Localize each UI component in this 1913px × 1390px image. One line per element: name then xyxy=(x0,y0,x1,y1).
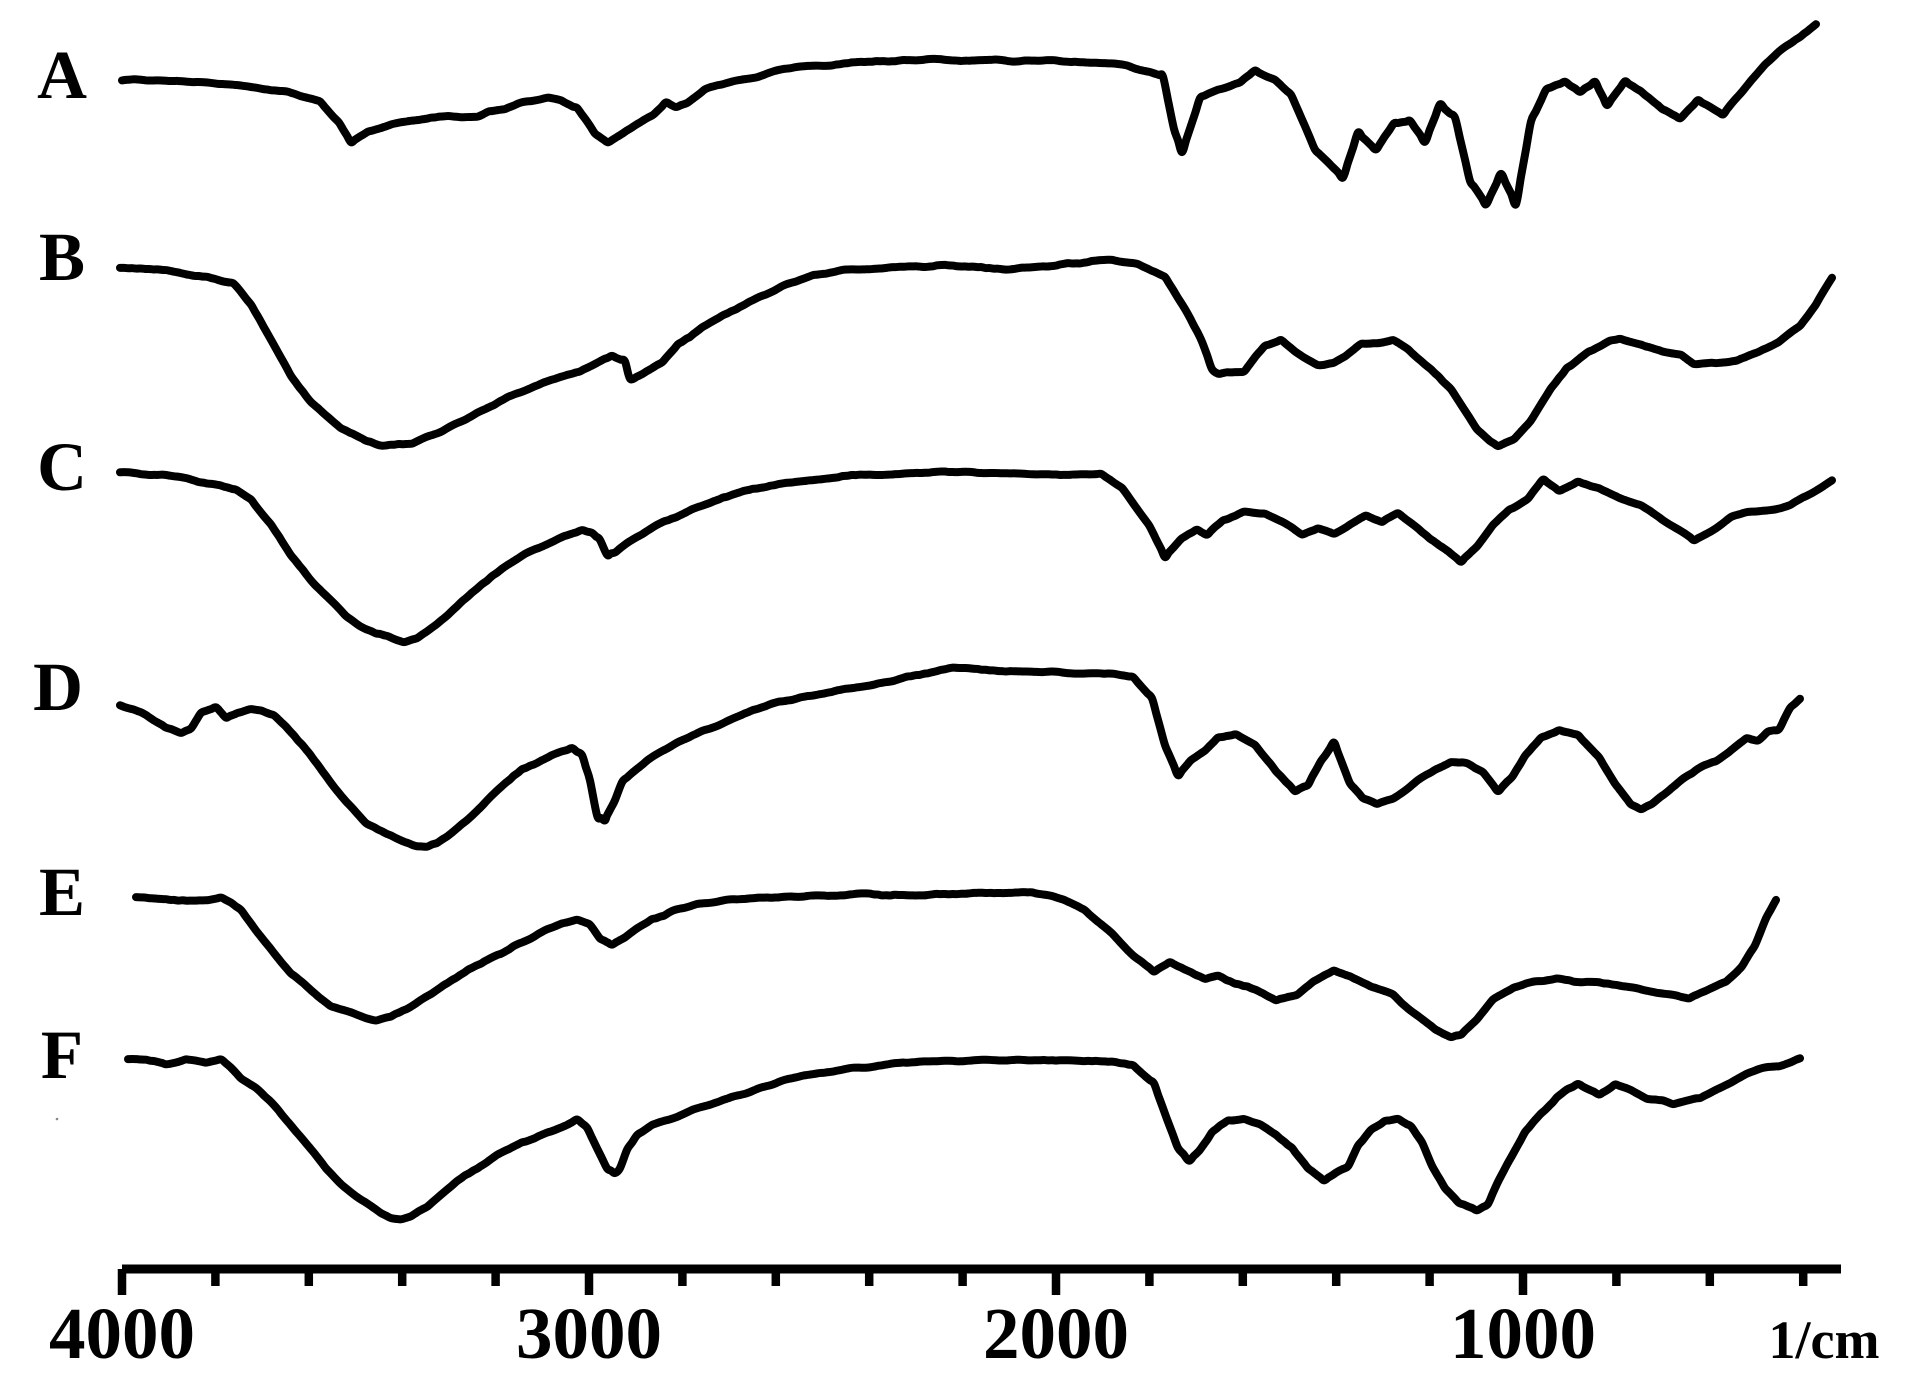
svg-text:1000: 1000 xyxy=(1450,1293,1596,1374)
svg-text:B: B xyxy=(39,219,85,295)
svg-text:2000: 2000 xyxy=(983,1293,1129,1374)
svg-text:A: A xyxy=(37,37,87,113)
svg-text:4000: 4000 xyxy=(49,1293,195,1374)
svg-text:E: E xyxy=(39,854,85,930)
svg-text:C: C xyxy=(37,429,87,505)
svg-text:F: F xyxy=(41,1017,83,1093)
svg-text:D: D xyxy=(33,649,83,725)
svg-text:1/cm: 1/cm xyxy=(1769,1310,1880,1370)
svg-text:3000: 3000 xyxy=(516,1293,662,1374)
